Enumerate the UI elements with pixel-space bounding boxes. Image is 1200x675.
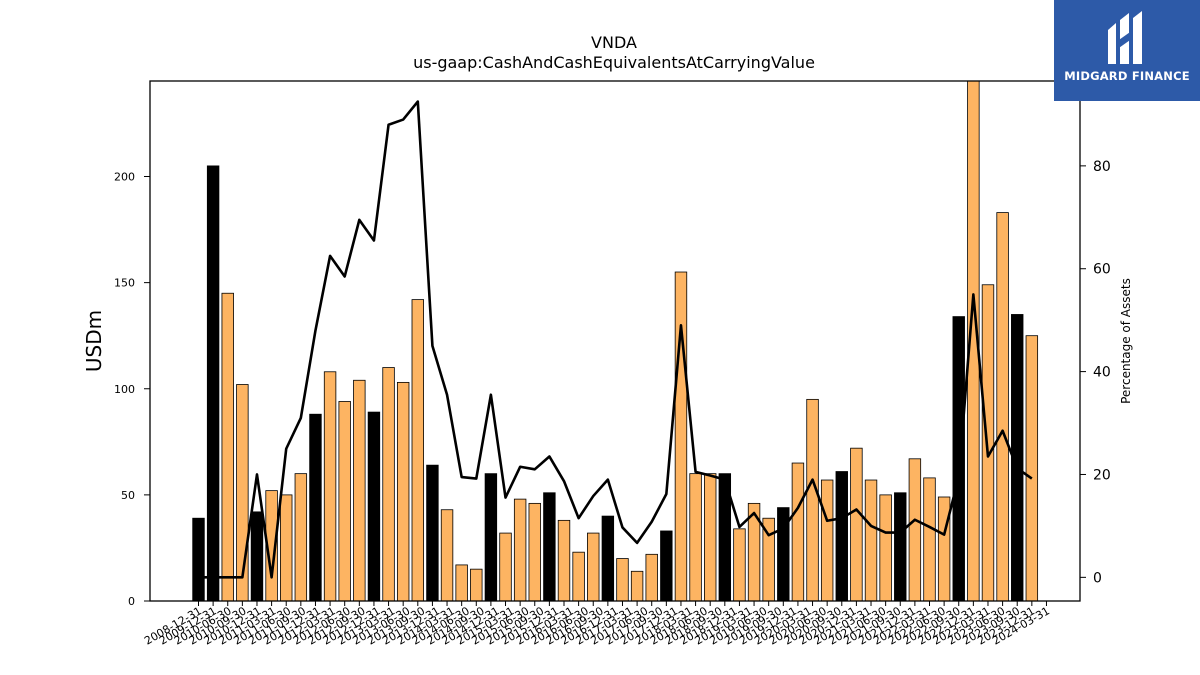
bar	[952, 316, 965, 601]
bar	[411, 299, 425, 601]
y2-tick-label: 60	[1093, 262, 1111, 278]
bar	[455, 564, 468, 601]
bar	[820, 479, 834, 601]
line-group	[198, 100, 1033, 579]
bar	[630, 570, 644, 601]
y2-tick-label: 20	[1093, 467, 1111, 483]
bar	[689, 473, 702, 601]
bar	[967, 81, 980, 601]
bar	[250, 511, 264, 601]
y-tick-label: 0	[128, 595, 135, 608]
bar	[294, 473, 308, 601]
bar	[894, 492, 907, 601]
bar	[1011, 314, 1024, 601]
y2-tick-label: 80	[1093, 159, 1111, 175]
y-axis-label: USDm	[82, 310, 106, 372]
bar	[616, 558, 629, 601]
chart-subtitle: us-gaap:CashAndCashEquivalentsAtCarrying…	[413, 53, 815, 72]
bar	[236, 384, 249, 601]
axes-group	[149, 80, 1081, 602]
bar	[221, 292, 234, 601]
bar	[543, 492, 556, 601]
bar	[996, 212, 1009, 601]
bars-group	[192, 81, 1039, 601]
bar	[323, 371, 337, 601]
bar	[513, 498, 527, 601]
bar	[864, 479, 878, 601]
bar	[499, 532, 512, 601]
bar	[309, 413, 322, 601]
bar	[206, 165, 220, 601]
bar	[470, 568, 483, 601]
bar	[704, 473, 717, 601]
bar	[338, 401, 351, 601]
x-ticks: 2008-12-312009-12-312010-06-302010-09-30…	[142, 601, 1052, 648]
y2-ticks: 0 20 40 60 80	[1080, 159, 1111, 586]
percentage-line	[198, 100, 1033, 579]
bar	[557, 519, 571, 601]
bar	[937, 496, 951, 601]
plot-frame	[149, 80, 1081, 602]
bar	[396, 381, 410, 601]
y2-axis-label: Percentage of Assets	[1119, 278, 1133, 404]
bar	[426, 464, 439, 601]
bar	[587, 532, 600, 601]
bar	[192, 517, 205, 601]
bar	[367, 411, 381, 601]
y-tick-label: 50	[121, 489, 135, 502]
bar	[879, 494, 892, 601]
bar	[660, 530, 673, 601]
bar	[353, 379, 366, 601]
bar	[382, 367, 395, 601]
bar	[280, 494, 293, 601]
bar	[733, 528, 746, 601]
logo-mark-icon	[1108, 11, 1142, 64]
y2-tick-label: 0	[1093, 570, 1102, 586]
y2-tick-label: 40	[1093, 365, 1111, 381]
bar	[484, 473, 498, 601]
bar	[791, 462, 805, 601]
bar	[1025, 335, 1039, 601]
bar	[923, 477, 936, 601]
bar	[572, 551, 585, 601]
bar	[645, 553, 658, 601]
bar	[674, 271, 688, 601]
bar	[908, 458, 922, 601]
logo: MIDGARD FINANCE	[1054, 0, 1200, 101]
bar	[806, 398, 819, 601]
y-ticks: 0 50 100 150 200	[114, 171, 150, 608]
bar	[265, 490, 278, 601]
bar	[850, 447, 863, 601]
y-tick-label: 200	[114, 171, 135, 184]
bar	[440, 509, 454, 601]
chart-title: VNDA	[591, 33, 637, 52]
bar	[528, 502, 541, 601]
bar	[835, 471, 848, 601]
bar	[601, 515, 615, 601]
logo-name: MIDGARD FINANCE	[1064, 69, 1190, 83]
y-tick-label: 100	[114, 383, 135, 396]
y-tick-label: 150	[114, 277, 135, 290]
